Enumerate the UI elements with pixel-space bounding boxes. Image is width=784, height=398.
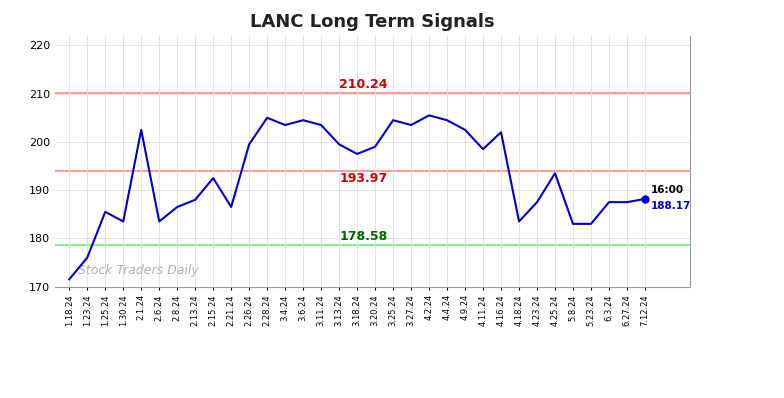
Text: 210.24: 210.24 [339, 78, 387, 91]
Text: 188.17: 188.17 [651, 201, 691, 211]
Text: 193.97: 193.97 [339, 172, 387, 185]
Text: 178.58: 178.58 [339, 230, 387, 243]
Text: Stock Traders Daily: Stock Traders Daily [78, 264, 199, 277]
Title: LANC Long Term Signals: LANC Long Term Signals [250, 14, 495, 31]
Text: 16:00: 16:00 [651, 185, 684, 195]
